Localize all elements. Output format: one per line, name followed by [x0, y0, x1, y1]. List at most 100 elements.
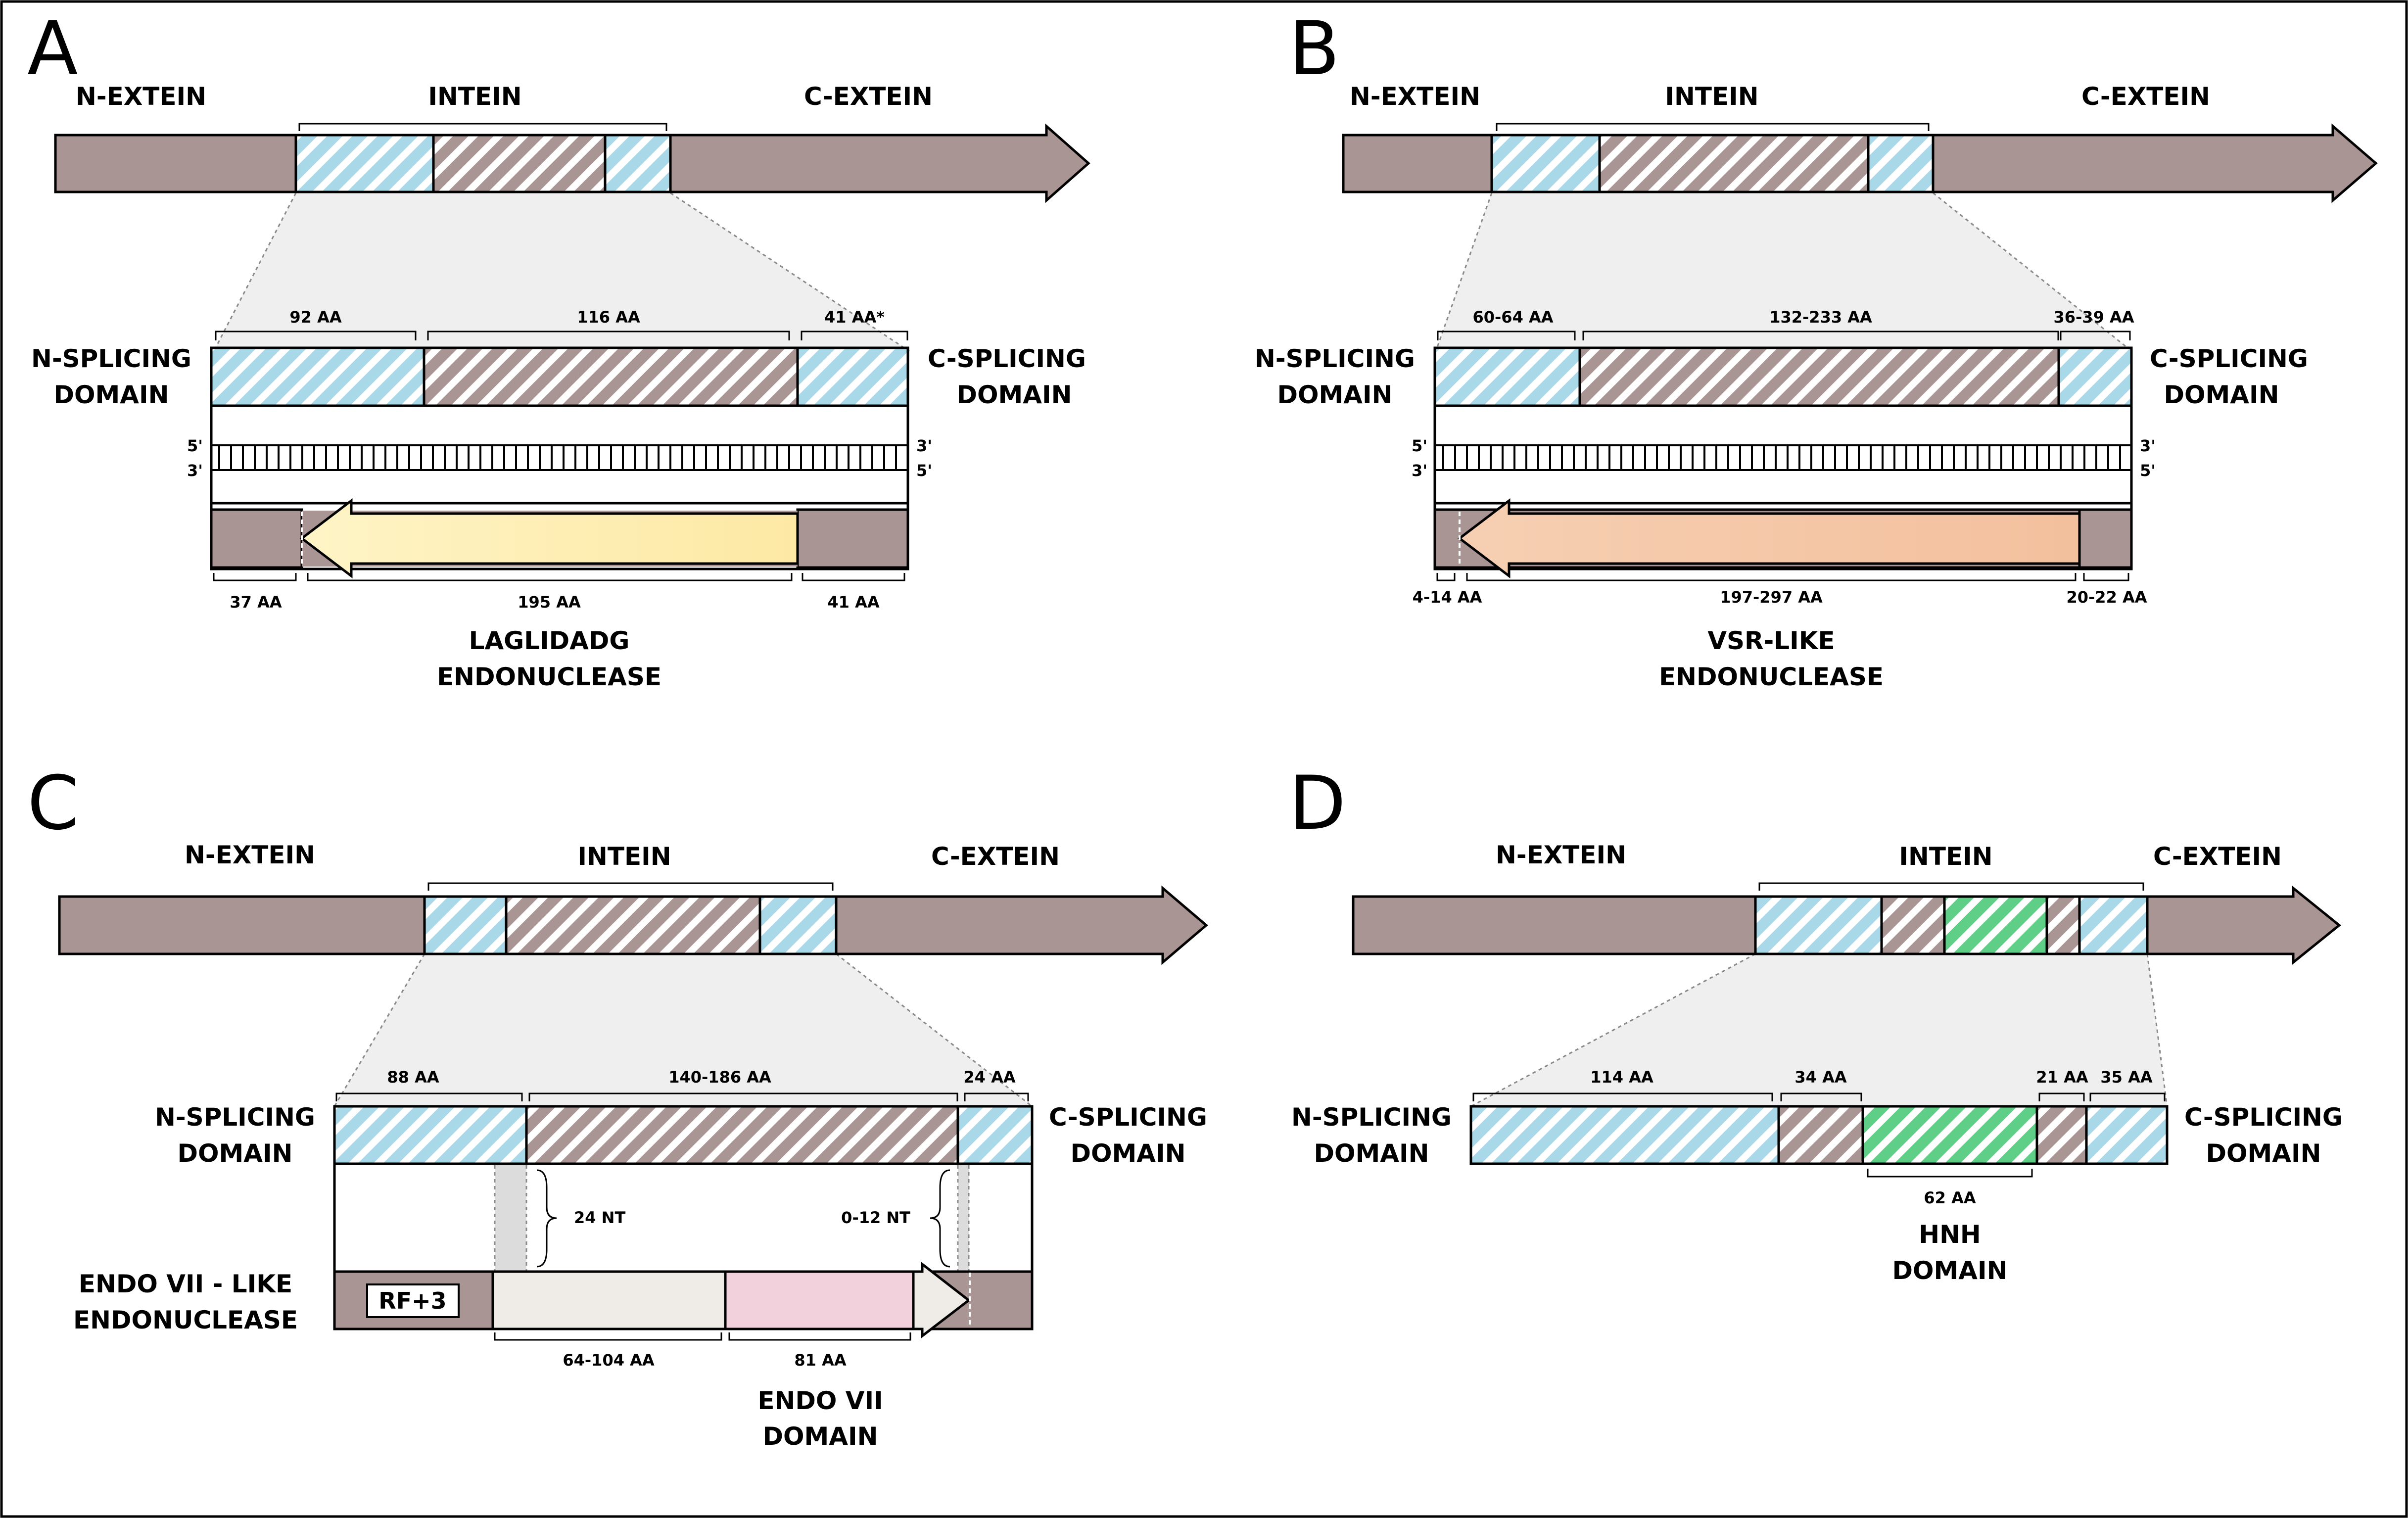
endonuclease-label: ENDONUCLEASE	[73, 1306, 298, 1334]
size-bracket	[494, 1332, 722, 1341]
c-extein-label: C-EXTEIN	[2153, 842, 2282, 871]
size-bracket	[2083, 573, 2129, 581]
zoom-line-left	[1435, 192, 1493, 352]
strand-label: 3'	[2140, 436, 2156, 455]
orf-size: 4-14 AA	[1413, 588, 1482, 607]
endonuclease-label: ENDO VII - LIKE	[79, 1270, 292, 1298]
panel-letter: D	[1289, 760, 1346, 847]
size-bracket	[215, 331, 417, 340]
zoom-line-left	[213, 192, 297, 352]
orf-size: 195 AA	[518, 593, 581, 612]
n-splicing-domain-box	[333, 1105, 528, 1165]
intein-bracket	[298, 123, 667, 131]
zoom-line-left	[333, 953, 425, 1107]
orf-size: 81 AA	[794, 1351, 846, 1370]
n-extein-label: N-EXTEIN	[1350, 82, 1480, 111]
intein-core-box	[1578, 346, 2060, 407]
n-splicing-domain-label: DOMAIN	[54, 380, 169, 409]
gap-region	[958, 1165, 969, 1272]
size-bracket	[728, 1332, 911, 1341]
size-bracket	[2060, 331, 2131, 340]
c-splicing-domain-box	[796, 346, 909, 407]
size-bracket	[1466, 573, 2077, 581]
endo-vii-domain-label: ENDO VII	[757, 1386, 883, 1415]
orf-size: 64-104 AA	[563, 1351, 655, 1370]
n-splicing-domain-label: N-SPLICING	[31, 344, 191, 373]
intein-core-segment	[2045, 895, 2081, 955]
c-splicing-domain-box	[956, 1105, 1034, 1165]
size-bracket	[801, 331, 908, 340]
n-extein-label: N-EXTEIN	[185, 841, 315, 869]
intein-core-segment	[1598, 134, 1870, 193]
c-extein-label: C-EXTEIN	[931, 842, 1060, 871]
n-splicing-domain-label: DOMAIN	[1277, 380, 1393, 409]
size-bracket	[2038, 1092, 2085, 1101]
strand-label: 5'	[916, 461, 932, 480]
intein-label: INTEIN	[1899, 842, 1992, 871]
size-bracket	[1436, 573, 1456, 581]
orf-size: 37 AA	[230, 593, 282, 612]
intein-core-box	[2035, 1105, 2088, 1165]
size-bracket	[528, 1092, 958, 1101]
intein-core-segment	[1880, 895, 1946, 955]
c-splicing-domain-box	[2057, 346, 2133, 407]
c-splicing-domain-label: DOMAIN	[957, 380, 1072, 409]
c-splicing-domain-label: DOMAIN	[2206, 1139, 2321, 1168]
size-bracket	[1472, 1092, 1773, 1101]
intein-core-segment	[505, 895, 761, 955]
reading-frame-badge	[366, 1283, 460, 1318]
c-splicing-size: 35 AA	[2100, 1068, 2152, 1087]
size-bracket	[427, 331, 790, 340]
endonuclease-label: ENDONUCLEASE	[437, 663, 661, 691]
panel-letter: C	[27, 760, 79, 847]
panel-letter: A	[27, 6, 78, 92]
size-bracket	[1437, 331, 1576, 340]
c-splicing-size: 41 AA*	[824, 308, 885, 327]
size-bracket	[1867, 1169, 2033, 1178]
strand-label: 3'	[187, 461, 203, 480]
panel-letter: B	[1289, 6, 1340, 92]
zoom-region	[1436, 193, 2132, 351]
endonuclease-label: LAGLIDADG	[469, 626, 630, 655]
orf-n-flank	[210, 508, 303, 569]
n-splicing-segment	[423, 895, 508, 955]
panel-a: A N-EXTEIN INTEIN C-EXTEIN 92 AA 116 AA …	[27, 6, 1090, 691]
intein-core-size: 21 AA	[2036, 1068, 2088, 1087]
hnh-domain-label: DOMAIN	[1892, 1256, 2008, 1285]
size-bracket	[1582, 331, 2059, 340]
zoom-region	[334, 954, 1032, 1106]
c-extein-label: C-EXTEIN	[804, 82, 933, 111]
zoom-line-right	[2146, 953, 2168, 1107]
hnh-size: 62 AA	[1924, 1188, 1976, 1207]
zoom-line-right	[670, 192, 910, 352]
panel-d: D N-EXTEIN INTEIN C-EXTEIN 114 AA 34 AA …	[1289, 760, 2343, 1285]
gap-region	[495, 1165, 526, 1272]
endonuclease-label: ENDONUCLEASE	[1659, 663, 1884, 691]
gap-size: 24 NT	[574, 1208, 625, 1227]
intein-core-size: 132-233 AA	[1769, 308, 1872, 327]
orf-size: 20-22 AA	[2066, 588, 2147, 607]
intein-core-size: 140-186 AA	[668, 1068, 771, 1087]
orf-arrow-head	[912, 1261, 971, 1339]
gap-brace	[930, 1169, 950, 1268]
n-splicing-domain-label: N-SPLICING	[1255, 344, 1415, 373]
dna-ladder	[1437, 445, 2129, 470]
zoom-region	[1471, 954, 2167, 1106]
n-splicing-domain-label: N-SPLICING	[1291, 1103, 1452, 1132]
hnh-segment	[1943, 895, 2048, 955]
strand-label: 3'	[916, 436, 932, 455]
size-bracket	[802, 573, 905, 581]
intein-core-size: 116 AA	[577, 308, 640, 327]
n-extein-label: N-EXTEIN	[1496, 841, 1626, 869]
zoom-line-right	[1933, 192, 2132, 352]
orf-size: 197-297 AA	[1720, 588, 1823, 607]
strand-label: 5'	[1412, 436, 1427, 455]
c-splicing-segment	[604, 134, 672, 193]
orf-c-flank	[796, 508, 909, 569]
c-splicing-domain-label: DOMAIN	[2164, 380, 2279, 409]
n-splicing-size: 114 AA	[1590, 1068, 1653, 1087]
intein-label: INTEIN	[577, 842, 671, 871]
n-splicing-domain-box	[1469, 1105, 1780, 1165]
